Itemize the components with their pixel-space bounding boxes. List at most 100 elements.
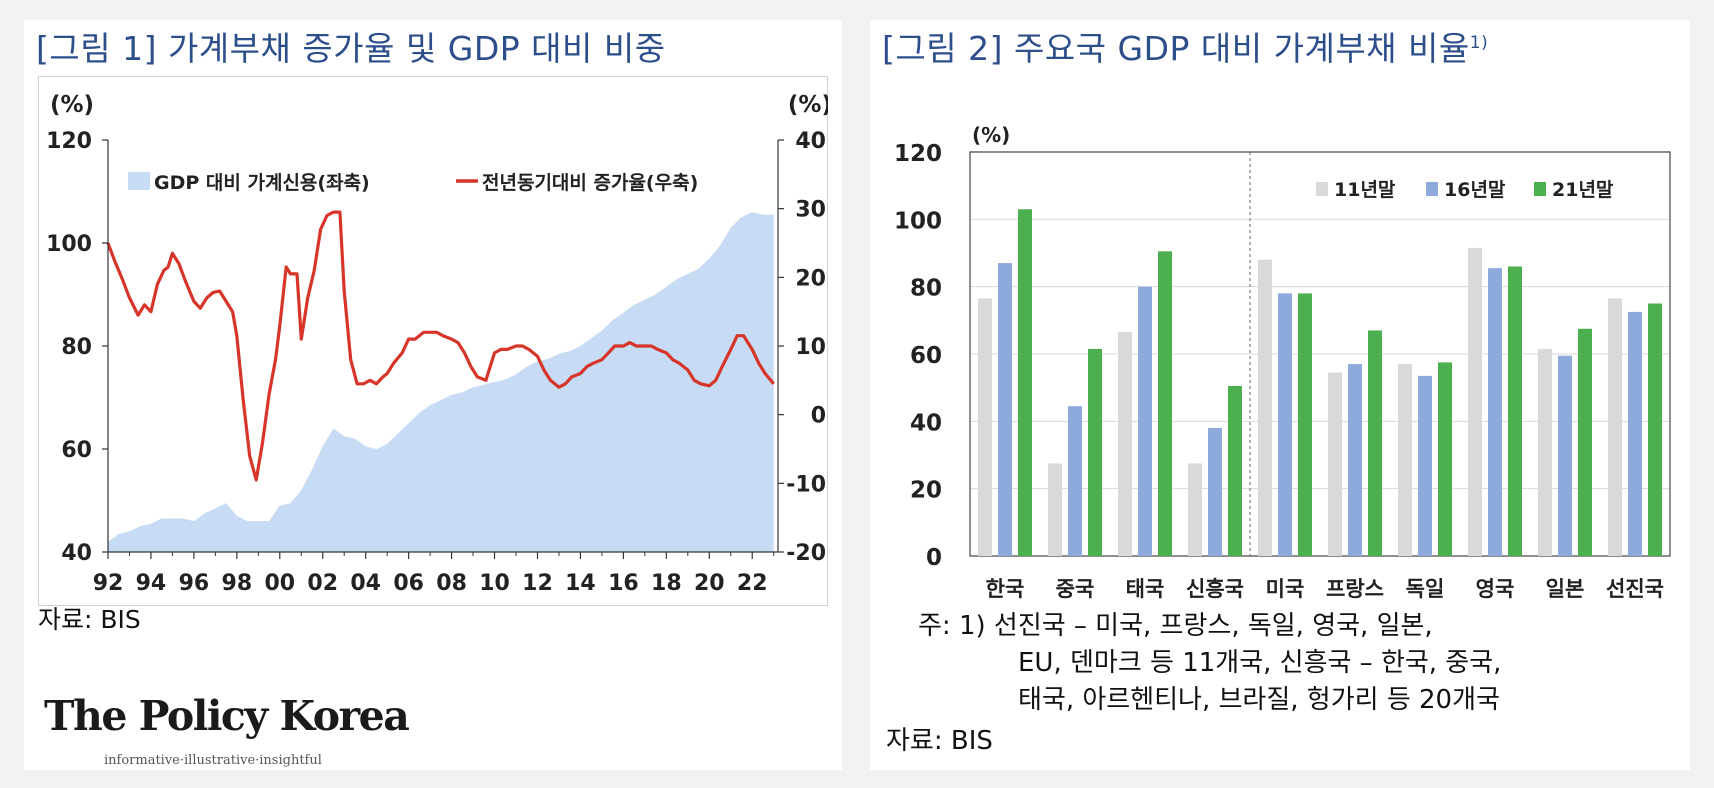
legend-label-area: GDP 대비 가계신용(좌축) — [154, 172, 370, 194]
category-label: 선진국 — [1606, 577, 1664, 601]
figure-2-source: 자료: BIS — [886, 726, 993, 756]
bar-11년말 — [1538, 348, 1552, 556]
x-tick-label: 22 — [737, 571, 768, 596]
x-tick-label: 98 — [222, 571, 253, 596]
x-tick-label: 18 — [651, 571, 682, 596]
figure-1-source: 자료: BIS — [38, 605, 141, 634]
category-label: 독일 — [1406, 577, 1445, 601]
bar-16년말 — [1418, 375, 1432, 556]
legend-label: 11년말 — [1334, 179, 1396, 201]
legend-swatch-area — [128, 172, 150, 190]
bar-11년말 — [1328, 372, 1342, 556]
y-tick-label: 80 — [910, 276, 942, 302]
figure-2-note-line-1: 주: 1) 선진국 – 미국, 프랑스, 독일, 영국, 일본, — [918, 611, 1433, 641]
legend-swatch-16년말 — [1426, 182, 1438, 196]
category-label: 미국 — [1266, 577, 1305, 601]
series-household-credit-area — [108, 212, 774, 552]
bar-21년말 — [1298, 293, 1312, 556]
right-tick-label: 30 — [795, 198, 826, 223]
bar-21년말 — [1158, 251, 1172, 557]
y-tick-label: 40 — [910, 410, 942, 436]
category-label: 영국 — [1476, 577, 1515, 601]
left-tick-label: 80 — [61, 335, 92, 360]
bar-11년말 — [1398, 364, 1412, 556]
bar-21년말 — [1578, 328, 1592, 556]
figure-2-title-text: [그림 2] 주요국 GDP 대비 가계부채 비율 — [882, 29, 1470, 68]
right-tick-label: 0 — [811, 404, 826, 429]
x-tick-label: 10 — [479, 571, 510, 596]
category-label: 프랑스 — [1326, 577, 1384, 601]
legend-label-line: 전년동기대비 증가율(우축) — [482, 172, 698, 194]
x-tick-label: 02 — [307, 571, 338, 596]
y-tick-label: 20 — [910, 478, 942, 504]
figure-2-svg: 0 20 40 60 80 100 120 (%) 한국 중국 태국 신흥국 미국 프랑스 독일 영국 일본 선진… — [894, 123, 1671, 601]
x-tick-label: 06 — [393, 571, 424, 596]
x-tick-label: 14 — [565, 571, 596, 596]
bar-21년말 — [1018, 209, 1032, 556]
series-growth-rate-line — [106, 210, 775, 482]
x-tick-label: 92 — [93, 571, 124, 596]
logo-tagline: informative·illustrative·insightful — [104, 753, 322, 768]
category-label: 신흥국 — [1186, 577, 1244, 601]
legend-swatch-11년말 — [1316, 182, 1328, 196]
bar-21년말 — [1648, 303, 1662, 556]
chart-1-border — [38, 76, 828, 606]
x-tick-label: 04 — [350, 571, 381, 596]
bar-21년말 — [1508, 266, 1522, 556]
bar-11년말 — [1048, 463, 1062, 556]
category-label: 일본 — [1546, 577, 1585, 601]
category-label: 태국 — [1126, 577, 1165, 601]
right-tick-label: -20 — [786, 541, 826, 566]
legend-label: 21년말 — [1552, 179, 1614, 201]
left-tick-label: 120 — [46, 129, 92, 154]
figure-2-chart: 0 20 40 60 80 100 120 (%) 한국 중국 태국 신흥국 미국 프랑스 독일 영국 일본 선진… — [870, 96, 1690, 610]
bar-21년말 — [1088, 348, 1102, 556]
bar-11년말 — [978, 298, 992, 556]
the-policy-korea-logo: The Policy Korea — [44, 692, 410, 740]
y-axis-unit: (%) — [972, 123, 1010, 147]
right-tick-label: 20 — [795, 266, 826, 291]
figure-2-panel: [그림 2] 주요국 GDP 대비 가계부채 비율1) 0 20 40 60 80 100… — [870, 20, 1690, 770]
bar-11년말 — [1608, 298, 1622, 556]
plot-frame — [969, 151, 1671, 557]
bar-11년말 — [1118, 332, 1132, 556]
legend-label: 16년말 — [1444, 179, 1506, 201]
left-tick-label: 100 — [46, 232, 92, 257]
category-label: 중국 — [1056, 577, 1095, 601]
bar-16년말 — [1558, 355, 1572, 556]
x-tick-label: 20 — [694, 571, 725, 596]
figure-1-panel: [그림 1] 가계부채 증가율 및 GDP 대비 비중 40 60 80 100 120… — [24, 20, 842, 770]
y-tick-label: 0 — [926, 545, 942, 571]
bar-16년말 — [1208, 428, 1222, 556]
right-tick-label: 10 — [795, 335, 826, 360]
right-tick-label: -10 — [786, 472, 826, 497]
y-tick-label: 60 — [910, 343, 942, 369]
x-tick-label: 12 — [522, 571, 553, 596]
bar-16년말 — [998, 263, 1012, 556]
left-tick-label: 60 — [61, 438, 92, 463]
bar-11년말 — [1258, 259, 1272, 556]
y-tick-label: 120 — [894, 141, 942, 167]
left-axis-unit: (%) — [50, 92, 94, 118]
x-tick-label: 94 — [136, 571, 167, 596]
bar-21년말 — [1368, 330, 1382, 556]
bar-21년말 — [1228, 385, 1242, 556]
bar-16년말 — [1348, 364, 1362, 556]
bar-16년말 — [1068, 406, 1082, 556]
x-tick-label: 08 — [436, 571, 467, 596]
bar-16년말 — [1278, 293, 1292, 556]
figure-2-title: [그림 2] 주요국 GDP 대비 가계부채 비율1) — [882, 22, 1488, 70]
figure-2-note-line-2: EU, 덴마크 등 11개국, 신흥국 – 한국, 중국, — [1018, 648, 1502, 678]
bar-16년말 — [1488, 268, 1502, 556]
bar-11년말 — [1468, 247, 1482, 556]
y-tick-label: 100 — [894, 208, 942, 234]
bar-16년말 — [1138, 286, 1152, 556]
x-tick-label: 96 — [179, 571, 210, 596]
bar-16년말 — [1628, 311, 1642, 556]
right-tick-label: 40 — [795, 129, 826, 154]
bar-11년말 — [1188, 463, 1202, 556]
figure-2-note-line-3: 태국, 아르헨티나, 브라질, 헝가리 등 20개국 — [1018, 685, 1500, 715]
left-tick-label: 40 — [61, 541, 92, 566]
figure-2-title-footnote-mark: 1) — [1469, 33, 1489, 53]
category-label: 한국 — [986, 577, 1025, 601]
